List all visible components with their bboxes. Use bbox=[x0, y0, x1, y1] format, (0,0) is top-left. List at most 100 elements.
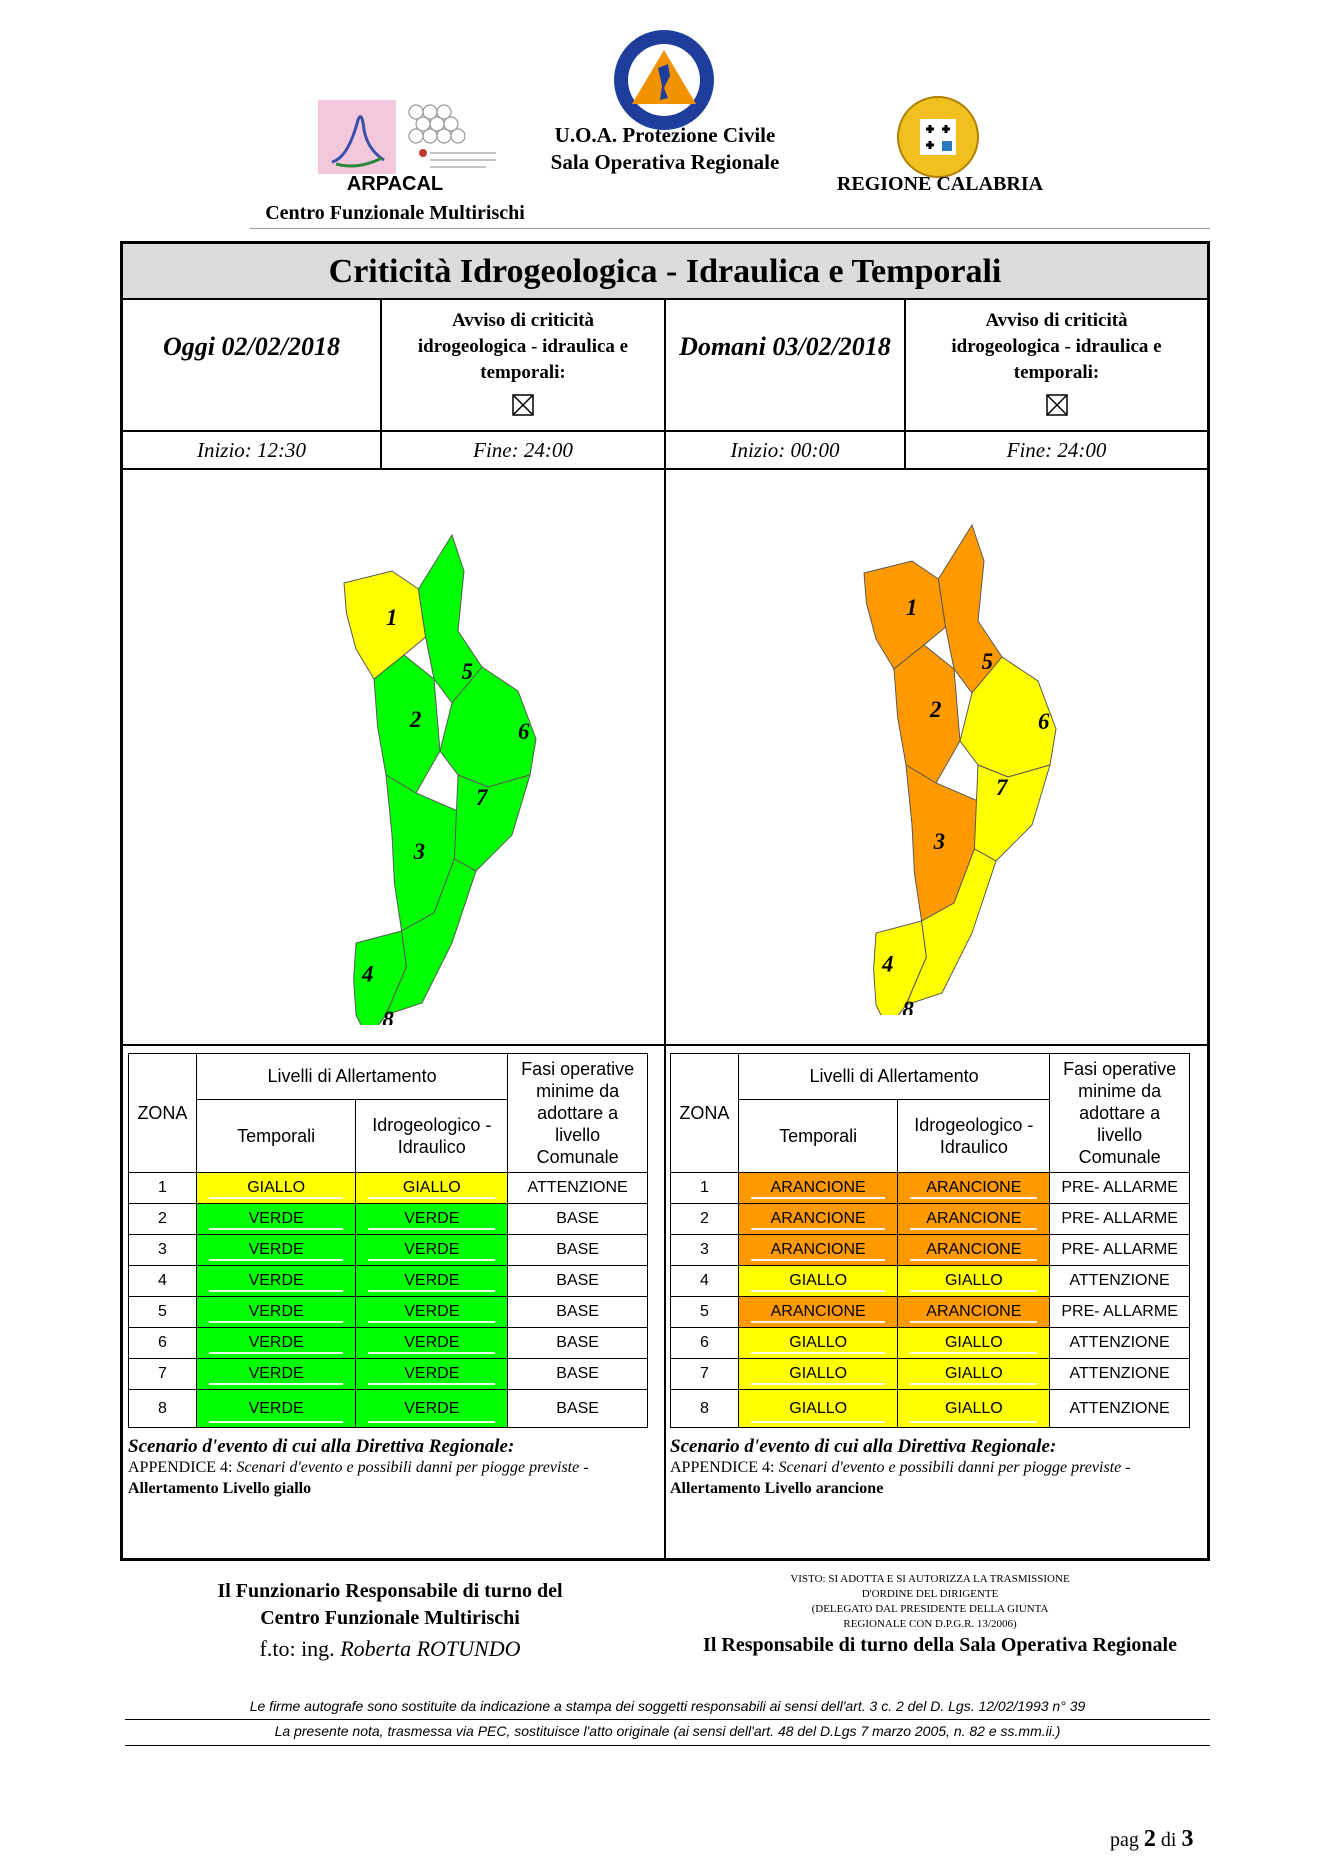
scenario-today: Scenario d'evento di cui alla Direttiva … bbox=[128, 1436, 658, 1499]
tomorrow-fase-cell: PRE- ALLARME bbox=[1049, 1203, 1190, 1235]
scenario-tomorrow-appendix: APPENDICE 4: bbox=[670, 1459, 775, 1476]
today-idro-cell: VERDE bbox=[355, 1203, 509, 1235]
today-map-zone-8 bbox=[385, 858, 477, 1016]
tomorrow-temporali-cell: GIALLO bbox=[737, 1389, 899, 1428]
funzionario-signature: f.to: ing. Roberta ROTUNDO bbox=[180, 1636, 600, 1662]
tomorrow-header-idro: Idrogeologico - Idraulico bbox=[897, 1098, 1051, 1174]
tomorrow-temporali-cell: ARANCIONE bbox=[737, 1296, 899, 1328]
today-zona-cell: 3 bbox=[128, 1234, 197, 1266]
tomorrow-idro-cell: ARANCIONE bbox=[897, 1296, 1051, 1328]
today-avviso-checkbox[interactable] bbox=[512, 394, 534, 416]
today-avviso-line-1: Avviso di criticità bbox=[451, 310, 595, 331]
header-row-divider bbox=[123, 430, 1207, 432]
tomorrow-map-zone-label: 8 bbox=[902, 997, 914, 1015]
today-fase-cell: ATTENZIONE bbox=[507, 1172, 648, 1204]
tomorrow-header-zona: ZONA bbox=[670, 1053, 739, 1173]
scenario-today-title: Scenario d'evento di cui alla Direttiva … bbox=[128, 1436, 515, 1457]
tomorrow-map-zone-label: 7 bbox=[996, 775, 1009, 800]
tomorrow-row: 5 ARANCIONE ARANCIONE PRE- ALLARME bbox=[670, 1296, 1190, 1328]
today-idro-cell: VERDE bbox=[355, 1234, 509, 1266]
tomorrow-idro-cell: GIALLO bbox=[897, 1327, 1051, 1359]
uoa-line-1: U.O.A. Protezione Civile bbox=[554, 123, 776, 147]
scenario-today-description: Scenari d'evento e possibili danni per p… bbox=[236, 1459, 589, 1476]
tomorrow-fase-cell: PRE- ALLARME bbox=[1049, 1296, 1190, 1328]
today-row: 7 VERDE VERDE BASE bbox=[128, 1358, 648, 1390]
tomorrow-map-zone-2 bbox=[893, 644, 961, 784]
funzionario-line-2: Centro Funzionale Multirischi bbox=[260, 1607, 520, 1629]
tomorrow-temporali-cell: GIALLO bbox=[737, 1265, 899, 1297]
today-idro-cell: GIALLO bbox=[355, 1172, 509, 1204]
tomorrow-fase-cell: ATTENZIONE bbox=[1049, 1358, 1190, 1390]
today-temporali-cell: VERDE bbox=[195, 1358, 357, 1390]
today-temporali-cell: VERDE bbox=[195, 1234, 357, 1266]
today-row: 1 GIALLO GIALLO ATTENZIONE bbox=[128, 1172, 648, 1204]
today-row: 8 VERDE VERDE BASE bbox=[128, 1389, 648, 1428]
tomorrow-map-zone-8 bbox=[905, 848, 997, 1006]
tomorrow-fine: Fine: 24:00 bbox=[1006, 438, 1107, 462]
visto-line-1: VISTO: SI ADOTTA E SI AUTORIZZA LA TRASM… bbox=[790, 1573, 1070, 1585]
arpacal-name: ARPACAL bbox=[346, 173, 444, 195]
page-total: 3 bbox=[1181, 1826, 1194, 1852]
tomorrow-header-divider bbox=[904, 300, 906, 468]
today-temporali-cell: VERDE bbox=[195, 1265, 357, 1297]
tomorrow-row: 1 ARANCIONE ARANCIONE PRE- ALLARME bbox=[670, 1172, 1190, 1204]
today-avviso: Avviso di criticità idrogeologica - idra… bbox=[382, 308, 664, 424]
today-temporali-cell: VERDE bbox=[195, 1296, 357, 1328]
protezione-civile-hex-logo bbox=[396, 98, 506, 176]
today-header-zona: ZONA bbox=[128, 1053, 197, 1173]
today-header-idro: Idrogeologico - Idraulico bbox=[355, 1098, 509, 1174]
tomorrow-row: 8 GIALLO GIALLO ATTENZIONE bbox=[670, 1389, 1190, 1428]
tomorrow-row: 6 GIALLO GIALLO ATTENZIONE bbox=[670, 1327, 1190, 1359]
today-zona-cell: 2 bbox=[128, 1203, 197, 1235]
page-number: pag 2 di 3 bbox=[1110, 1826, 1193, 1853]
scenario-today-level: Allertamento Livello giallo bbox=[128, 1480, 312, 1497]
tomorrow-map-zone-7 bbox=[973, 764, 1051, 862]
today-idro-cell: VERDE bbox=[355, 1389, 509, 1428]
header-divider bbox=[250, 228, 1210, 229]
today-map-zone-label: 2 bbox=[409, 707, 421, 732]
tomorrow-avviso-checkbox[interactable] bbox=[1045, 394, 1068, 416]
today-idro-cell: VERDE bbox=[355, 1358, 509, 1390]
tomorrow-map-zone-label: 1 bbox=[906, 595, 917, 620]
scenario-tomorrow-title: Scenario d'evento di cui alla Direttiva … bbox=[670, 1436, 1057, 1457]
today-zona-cell: 5 bbox=[128, 1296, 197, 1328]
today-header-divider bbox=[380, 300, 382, 468]
funzionario-line-1: Il Funzionario Responsabile di turno del bbox=[217, 1580, 563, 1602]
tomorrow-header-livelli: Livelli di Allertamento bbox=[737, 1053, 1051, 1100]
regione-calabria-logo bbox=[896, 95, 980, 179]
today-fase-cell: BASE bbox=[507, 1327, 648, 1359]
signature-name: Roberta ROTUNDO bbox=[340, 1636, 521, 1661]
today-fase-cell: BASE bbox=[507, 1203, 648, 1235]
time-row-divider bbox=[123, 468, 1207, 470]
tomorrow-map-zone-label: 6 bbox=[1038, 709, 1050, 734]
scenario-tomorrow-desc: APPENDICE 4: Scenari d'evento e possibil… bbox=[670, 1457, 1200, 1478]
today-idro-cell: VERDE bbox=[355, 1265, 509, 1297]
today-map-zone-label: 6 bbox=[518, 719, 530, 744]
tomorrow-map-zone-label: 4 bbox=[881, 951, 893, 976]
today-temporali-cell: GIALLO bbox=[195, 1172, 357, 1204]
tomorrow-zona-cell: 1 bbox=[670, 1172, 739, 1204]
today-row: 6 VERDE VERDE BASE bbox=[128, 1327, 648, 1359]
today-fase-cell: BASE bbox=[507, 1358, 648, 1390]
uoa-title: U.O.A. Protezione Civile Sala Operativa … bbox=[520, 122, 810, 176]
today-map-zone-2 bbox=[373, 654, 441, 794]
visto-block: VISTO: SI ADOTTA E SI AUTORIZZA LA TRASM… bbox=[690, 1572, 1170, 1632]
today-fase-cell: BASE bbox=[507, 1265, 648, 1297]
calabria-map-tomorrow: 1 2 3 4 5 6 7 8 bbox=[863, 523, 1057, 1015]
today-map-zone-label: 1 bbox=[386, 605, 397, 630]
today-avviso-line-2: idrogeologica - idraulica e bbox=[417, 336, 629, 357]
today-zona-cell: 4 bbox=[128, 1265, 197, 1297]
tomorrow-idro-cell: GIALLO bbox=[897, 1265, 1051, 1297]
tomorrow-inizio: Inizio: 00:00 bbox=[730, 438, 840, 462]
today-temporali-cell: VERDE bbox=[195, 1327, 357, 1359]
today-row: 4 VERDE VERDE BASE bbox=[128, 1265, 648, 1297]
legal-note-divider-1 bbox=[125, 1719, 1210, 1720]
tomorrow-fase-cell: ATTENZIONE bbox=[1049, 1389, 1190, 1428]
today-zona-cell: 8 bbox=[128, 1389, 197, 1428]
today-row: 2 VERDE VERDE BASE bbox=[128, 1203, 648, 1235]
tomorrow-avviso-line-1: Avviso di criticità bbox=[985, 310, 1128, 331]
tomorrow-zona-cell: 6 bbox=[670, 1327, 739, 1359]
tomorrow-date: Domani 03/02/2018 bbox=[679, 332, 891, 361]
tomorrow-fase-cell: ATTENZIONE bbox=[1049, 1327, 1190, 1359]
today-map-zone-label: 5 bbox=[462, 659, 473, 684]
